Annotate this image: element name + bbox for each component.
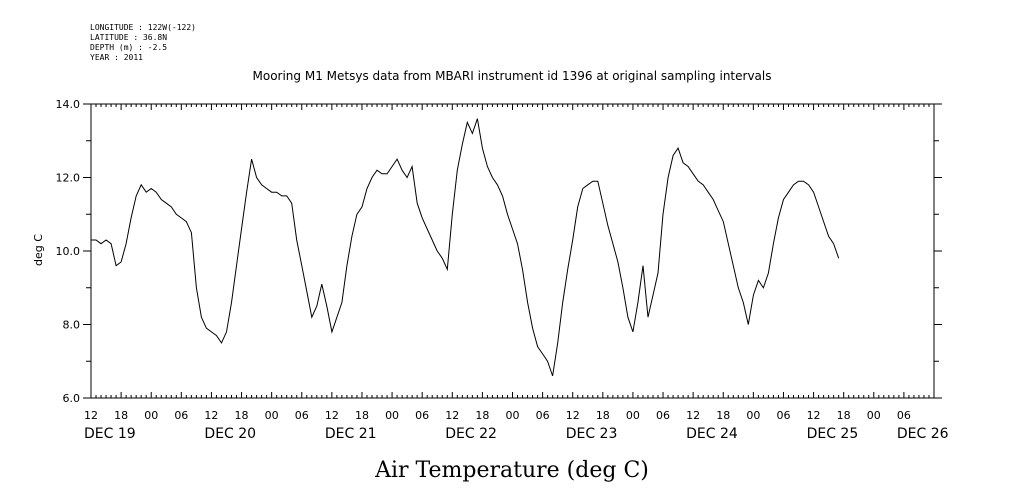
x-tick-labels: 12 18 00 06 12 18 00 06 12 18 00 06 12 18 00 06 12 18 00 06… — [84, 409, 911, 422]
latitude-label: LATITUDE : 36.8N — [90, 33, 167, 42]
x-tick-label: 00 — [385, 409, 399, 422]
x-axis-label: Air Temperature (deg C) — [374, 458, 649, 483]
x-tick-label: 12 — [204, 409, 218, 422]
x-tick-label: 12 — [566, 409, 580, 422]
x-tick-label: 00 — [265, 409, 279, 422]
day-label: DEC 24 — [686, 426, 738, 442]
y-tick-label: 10.0 — [56, 245, 81, 258]
x-tick-label: 06 — [415, 409, 429, 422]
y-tick-label: 6.0 — [63, 392, 81, 405]
year-label: YEAR : 2011 — [90, 53, 143, 62]
x-tick-label: 18 — [716, 409, 730, 422]
y-axis-label: deg C — [32, 234, 45, 266]
x-tick-label: 06 — [656, 409, 670, 422]
day-label: DEC 22 — [445, 426, 497, 442]
x-tick-label: 06 — [174, 409, 188, 422]
x-tick-label: 18 — [235, 409, 249, 422]
x-tick-label: 06 — [776, 409, 790, 422]
x-tick-label: 12 — [84, 409, 98, 422]
depth-label: DEPTH (m) : -2.5 — [90, 43, 167, 52]
y-tick-label: 12.0 — [56, 172, 81, 185]
x-tick-label: 18 — [114, 409, 128, 422]
x-tick-label: 00 — [746, 409, 760, 422]
x-tick-label: 12 — [686, 409, 700, 422]
x-tick-label: 06 — [897, 409, 911, 422]
x-tick-label: 18 — [596, 409, 610, 422]
x-tick-label: 12 — [807, 409, 821, 422]
x-tick-label: 06 — [536, 409, 550, 422]
x-tick-label: 00 — [144, 409, 158, 422]
y-tick-label: 8.0 — [63, 319, 81, 332]
longitude-label: LONGITUDE : 122W(-122) — [90, 23, 196, 32]
x-tick-label: 18 — [837, 409, 851, 422]
day-label: DEC 25 — [807, 426, 859, 442]
y-tick-label: 14.0 — [56, 98, 81, 111]
day-label: DEC 26 — [897, 426, 949, 442]
day-labels: DEC 19 DEC 20 DEC 21 DEC 22 DEC 23 DEC 24 DEC … — [84, 426, 949, 442]
day-label: DEC 19 — [84, 426, 136, 442]
x-tick-label: 18 — [475, 409, 489, 422]
air-temperature-series-line — [91, 118, 840, 377]
y-tick-labels: 6.0 8.0 10.0 12.0 14.0 — [56, 98, 81, 405]
day-label: DEC 21 — [325, 426, 377, 442]
x-tick-label: 00 — [867, 409, 881, 422]
chart-title: Mooring M1 Metsys data from MBARI instru… — [253, 69, 772, 83]
tick-marks — [83, 103, 942, 399]
x-tick-label: 18 — [355, 409, 369, 422]
x-tick-label: 00 — [626, 409, 640, 422]
plot-frame — [90, 103, 935, 399]
x-tick-label: 12 — [325, 409, 339, 422]
x-tick-label: 06 — [295, 409, 309, 422]
day-label: DEC 23 — [566, 426, 618, 442]
day-label: DEC 20 — [204, 426, 256, 442]
x-tick-label: 00 — [506, 409, 520, 422]
x-tick-label: 12 — [445, 409, 459, 422]
